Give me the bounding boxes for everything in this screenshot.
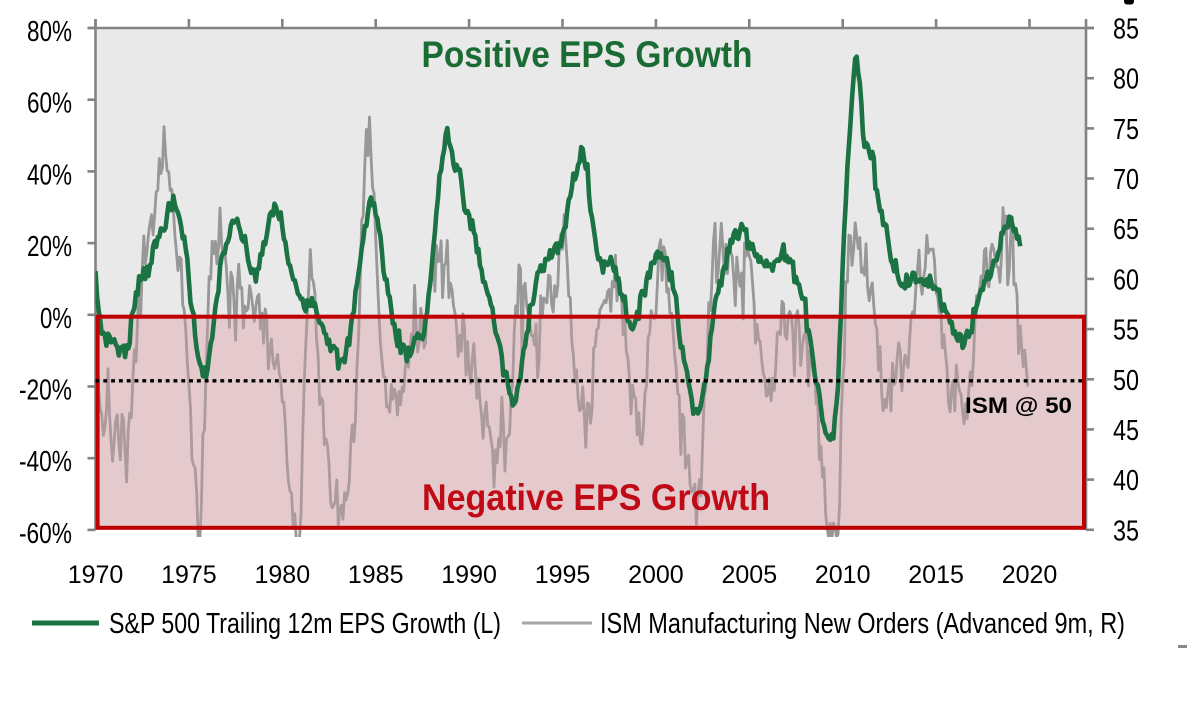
svg-text:1995: 1995 [535, 561, 591, 589]
svg-text:40%: 40% [27, 159, 72, 191]
svg-text:80%: 80% [27, 16, 72, 48]
svg-text:70: 70 [1113, 164, 1139, 196]
svg-text:-20%: -20% [19, 375, 72, 407]
svg-text:Positive EPS Growth: Positive EPS Growth [422, 34, 753, 75]
svg-text:ISM Manufacturing New Orders (: ISM Manufacturing New Orders (Advanced 9… [600, 608, 1125, 640]
svg-text:-60%: -60% [19, 518, 72, 550]
svg-text:55: 55 [1113, 315, 1139, 347]
svg-text:2015: 2015 [908, 561, 964, 589]
svg-text:2010: 2010 [815, 561, 871, 589]
svg-text:2020: 2020 [1002, 561, 1058, 589]
svg-text:35: 35 [1113, 515, 1139, 547]
svg-text:1990: 1990 [441, 561, 497, 589]
svg-text:2000: 2000 [628, 561, 684, 589]
svg-text:80: 80 [1113, 64, 1139, 96]
svg-text:1975: 1975 [161, 561, 217, 589]
svg-text:S&P 500 Trailing 12m EPS Growt: S&P 500 Trailing 12m EPS Growth (L) [109, 608, 501, 640]
svg-text:2005: 2005 [721, 561, 777, 589]
svg-text:Negative EPS Growth: Negative EPS Growth [422, 477, 770, 518]
svg-text:0%: 0% [40, 303, 72, 335]
svg-text:-40%: -40% [19, 446, 72, 478]
svg-text:45: 45 [1113, 415, 1139, 447]
svg-text:60: 60 [1113, 264, 1139, 296]
svg-text:1985: 1985 [348, 561, 404, 589]
svg-text:60%: 60% [27, 88, 72, 120]
svg-text:1980: 1980 [254, 561, 310, 589]
svg-text:85: 85 [1113, 14, 1139, 46]
svg-text:65: 65 [1113, 214, 1139, 246]
svg-text:50: 50 [1113, 365, 1139, 397]
svg-text:75: 75 [1113, 114, 1139, 146]
svg-text:20%: 20% [27, 231, 72, 263]
svg-text:1970: 1970 [68, 561, 124, 589]
svg-text:40: 40 [1113, 465, 1139, 497]
svg-text:ISM @ 50: ISM @ 50 [965, 393, 1072, 418]
